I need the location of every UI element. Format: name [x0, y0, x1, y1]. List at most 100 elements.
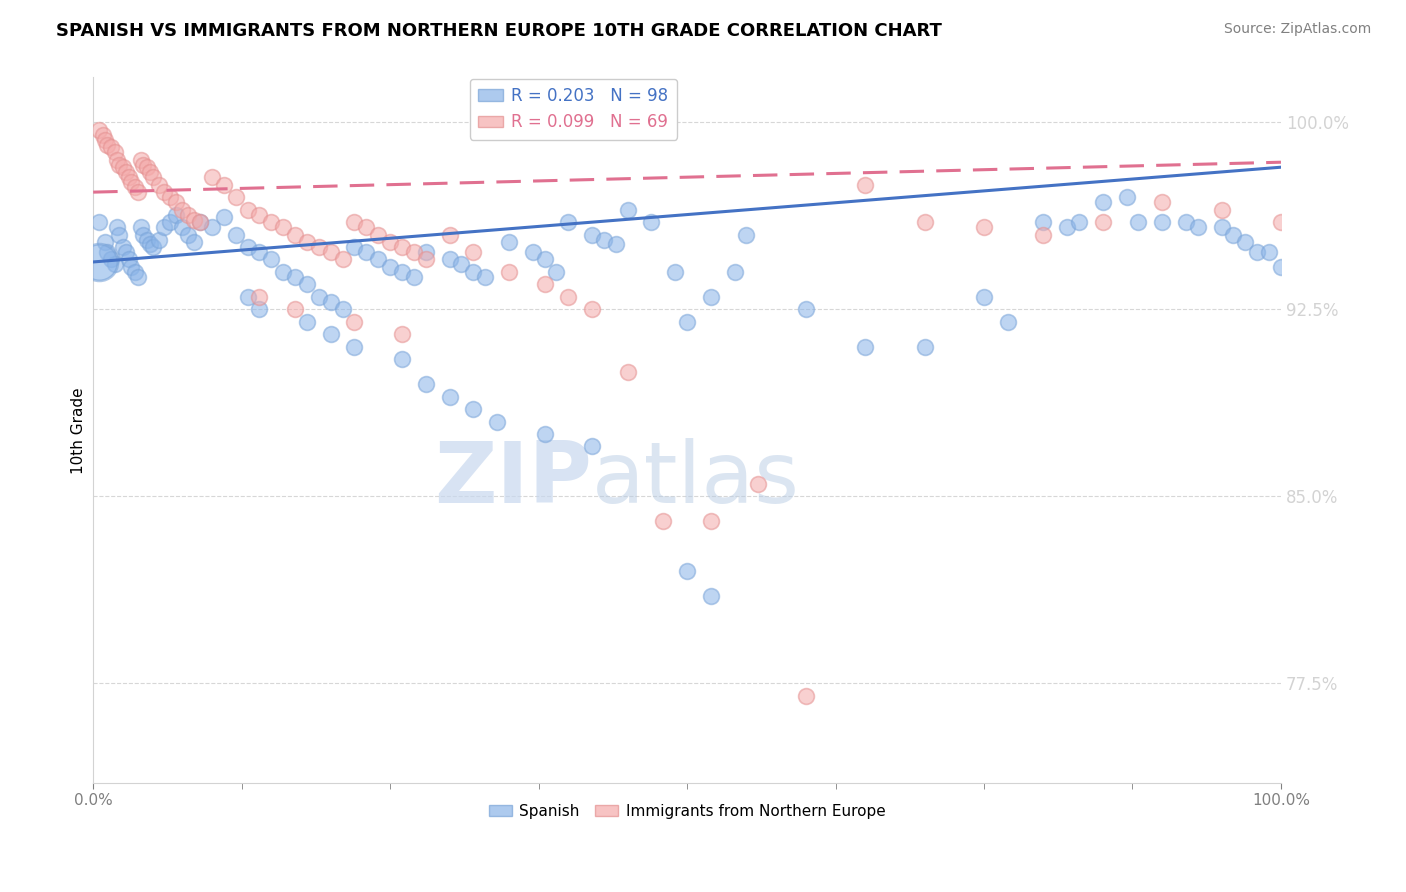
Point: [463, 265, 485, 279]
Point: [249, 290, 271, 304]
Point: [124, 180, 146, 194]
Point: [557, 290, 579, 304]
Point: [183, 212, 205, 227]
Point: [498, 235, 520, 249]
Point: [735, 227, 758, 242]
Point: [89, 215, 111, 229]
Point: [378, 235, 401, 249]
Point: [120, 175, 142, 189]
Point: [723, 265, 745, 279]
Point: [129, 153, 152, 167]
Point: [1032, 215, 1054, 229]
Point: [96, 137, 118, 152]
Point: [605, 237, 627, 252]
Point: [100, 140, 122, 154]
Point: [118, 170, 141, 185]
Point: [308, 290, 330, 304]
Point: [1222, 227, 1244, 242]
Point: [676, 564, 699, 578]
Point: [391, 352, 413, 367]
Text: SPANISH VS IMMIGRANTS FROM NORTHERN EUROPE 10TH GRADE CORRELATION CHART: SPANISH VS IMMIGRANTS FROM NORTHERN EURO…: [56, 22, 942, 40]
Point: [89, 255, 111, 269]
Point: [557, 215, 579, 229]
Point: [439, 227, 461, 242]
Point: [284, 227, 307, 242]
Point: [402, 269, 425, 284]
Point: [139, 165, 162, 179]
Point: [165, 208, 187, 222]
Point: [249, 208, 271, 222]
Point: [343, 240, 366, 254]
Point: [415, 244, 437, 259]
Point: [319, 244, 342, 259]
Point: [378, 260, 401, 274]
Point: [593, 233, 616, 247]
Point: [153, 220, 176, 235]
Point: [1067, 215, 1090, 229]
Text: Source: ZipAtlas.com: Source: ZipAtlas.com: [1223, 22, 1371, 37]
Point: [332, 302, 354, 317]
Point: [1115, 190, 1137, 204]
Point: [295, 235, 318, 249]
Point: [546, 265, 568, 279]
Point: [450, 257, 472, 271]
Point: [249, 302, 271, 317]
Point: [1091, 195, 1114, 210]
Point: [463, 244, 485, 259]
Point: [148, 178, 170, 192]
Text: atlas: atlas: [592, 438, 800, 521]
Point: [129, 220, 152, 235]
Point: [108, 227, 131, 242]
Point: [159, 190, 181, 204]
Point: [124, 265, 146, 279]
Point: [664, 265, 686, 279]
Point: [652, 514, 675, 528]
Point: [165, 195, 187, 210]
Point: [1056, 220, 1078, 235]
Point: [115, 165, 138, 179]
Point: [997, 315, 1019, 329]
Point: [103, 257, 125, 271]
Point: [135, 160, 157, 174]
Point: [188, 215, 211, 229]
Point: [581, 302, 603, 317]
Point: [356, 220, 378, 235]
Point: [616, 365, 638, 379]
Point: [343, 340, 366, 354]
Point: [581, 227, 603, 242]
Point: [153, 185, 176, 199]
Point: [1234, 235, 1257, 249]
Point: [439, 252, 461, 267]
Point: [225, 227, 247, 242]
Point: [111, 160, 134, 174]
Point: [853, 178, 876, 192]
Point: [486, 415, 509, 429]
Point: [973, 290, 995, 304]
Point: [700, 514, 723, 528]
Point: [139, 237, 162, 252]
Point: [794, 302, 817, 317]
Legend: Spanish, Immigrants from Northern Europe: Spanish, Immigrants from Northern Europe: [482, 797, 891, 825]
Point: [103, 145, 125, 160]
Point: [188, 215, 211, 229]
Point: [391, 240, 413, 254]
Point: [1211, 220, 1233, 235]
Point: [747, 476, 769, 491]
Point: [1174, 215, 1197, 229]
Point: [177, 208, 200, 222]
Point: [249, 244, 271, 259]
Point: [415, 252, 437, 267]
Point: [142, 240, 165, 254]
Point: [1152, 195, 1174, 210]
Point: [415, 377, 437, 392]
Text: ZIP: ZIP: [434, 438, 592, 521]
Point: [94, 133, 117, 147]
Point: [581, 440, 603, 454]
Point: [284, 269, 307, 284]
Point: [498, 265, 520, 279]
Point: [94, 235, 117, 249]
Point: [172, 220, 194, 235]
Point: [100, 252, 122, 267]
Point: [308, 240, 330, 254]
Point: [439, 390, 461, 404]
